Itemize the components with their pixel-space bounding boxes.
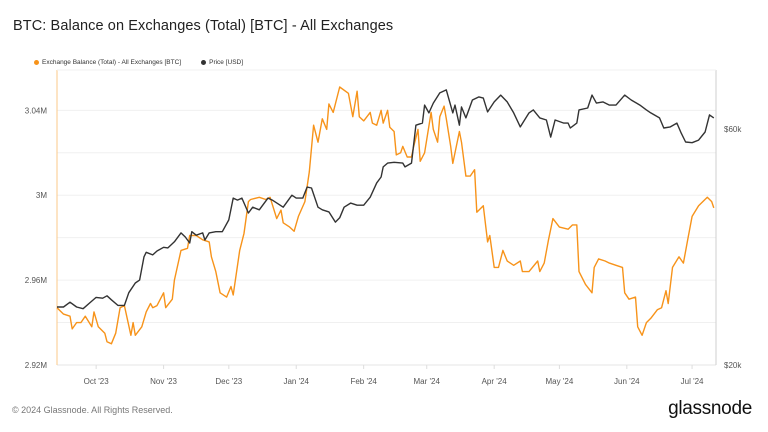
legend-label: Exchange Balance (Total) - All Exchanges… [42,59,182,66]
x-tick-label: Mar '24 [414,377,441,386]
x-tick-label: Jul '24 [681,377,704,386]
y-left-tick-label: 3M [36,191,47,200]
legend-label: Price [USD] [209,59,244,66]
exchange-balance-line [56,86,715,345]
x-tick-label: Jan '24 [283,377,309,386]
y-left-tick-label: 3.04M [25,106,48,115]
x-tick-label: Feb '24 [350,377,377,386]
copyright-text: © 2024 Glassnode. All Rights Reserved. [12,405,173,415]
y-right-tick-label: $60k [724,125,742,134]
x-tick-label: Oct '23 [84,377,110,386]
legend-marker-icon [201,60,207,65]
y-right-tick-label: $20k [724,361,742,370]
legend-marker-icon [34,60,39,65]
legend-item-price[interactable]: Price [USD] [201,59,243,66]
x-tick-label: Dec '23 [215,377,242,386]
x-tick-label: Nov '23 [150,377,177,386]
x-tick-label: May '24 [546,377,574,386]
legend-item-exchange-balance[interactable]: Exchange Balance (Total) - All Exchanges… [34,59,181,66]
y-left-tick-label: 2.96M [25,276,48,285]
chart-title: BTC: Balance on Exchanges (Total) [BTC] … [13,18,394,34]
legend: Exchange Balance (Total) - All Exchanges… [34,59,243,66]
x-tick-label: Apr '24 [482,377,508,386]
x-tick-label: Jun '24 [614,377,640,386]
glassnode-logo: glassnode [668,398,752,419]
y-left-tick-label: 2.92M [25,361,48,370]
price-line [57,89,715,310]
